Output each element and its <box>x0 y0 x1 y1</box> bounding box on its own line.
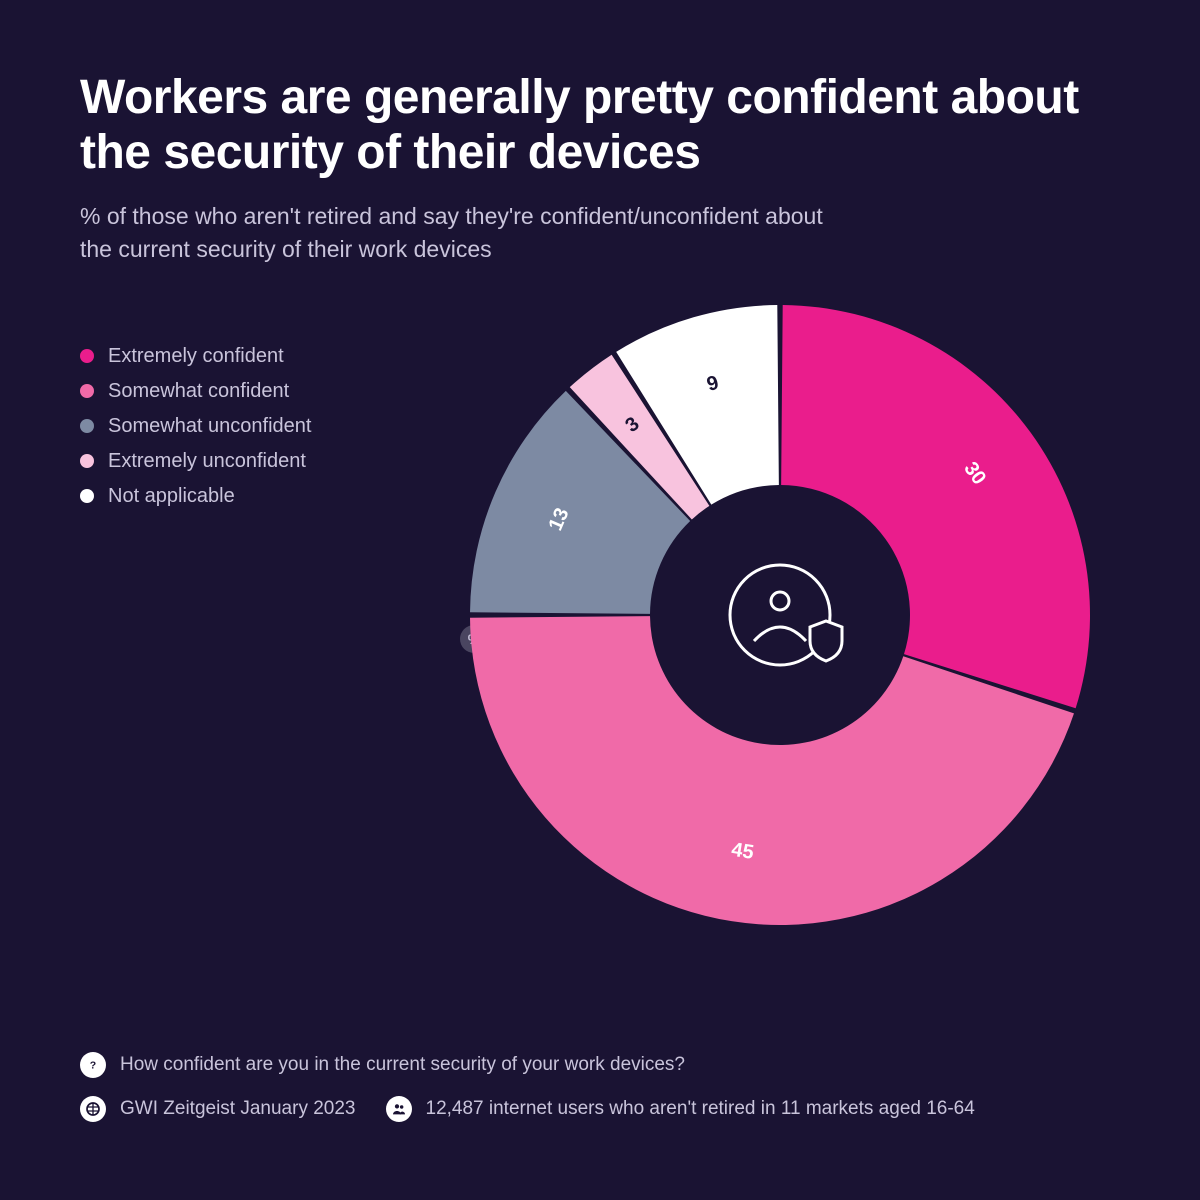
donut-chart: 30451339 <box>460 295 1100 940</box>
legend-item: Not applicable <box>80 485 311 508</box>
legend-dot <box>80 489 94 503</box>
footer-sample-text: 12,487 internet users who aren't retired… <box>426 1098 975 1120</box>
footer-source-text: GWI Zeitgeist January 2023 <box>120 1098 356 1120</box>
donut-slice <box>470 391 690 614</box>
legend-dot <box>80 419 94 433</box>
footer: ? How confident are you in the current s… <box>80 1052 1120 1140</box>
legend-item: Somewhat unconfident <box>80 415 311 438</box>
legend-label: Extremely unconfident <box>108 450 306 473</box>
legend-dot <box>80 349 94 363</box>
people-icon <box>386 1096 412 1122</box>
legend-item: Extremely confident <box>80 345 311 368</box>
source-icon <box>80 1096 106 1122</box>
footer-question: ? How confident are you in the current s… <box>80 1052 685 1078</box>
footer-question-text: How confident are you in the current sec… <box>120 1054 685 1076</box>
legend: Extremely confident Somewhat confident Som… <box>80 345 311 520</box>
legend-dot <box>80 384 94 398</box>
chart-area: Extremely confident Somewhat confident Som… <box>80 325 1120 965</box>
legend-label: Somewhat confident <box>108 380 289 403</box>
legend-item: Somewhat confident <box>80 380 311 403</box>
legend-item: Extremely unconfident <box>80 450 311 473</box>
chart-title: Workers are generally pretty confident a… <box>80 70 1120 180</box>
footer-source: GWI Zeitgeist January 2023 <box>80 1096 356 1122</box>
footer-sample: 12,487 internet users who aren't retired… <box>386 1096 975 1122</box>
svg-text:?: ? <box>90 1060 96 1072</box>
question-icon: ? <box>80 1052 106 1078</box>
legend-label: Somewhat unconfident <box>108 415 311 438</box>
legend-label: Extremely confident <box>108 345 284 368</box>
legend-dot <box>80 454 94 468</box>
person-shield-icon <box>730 565 842 665</box>
slice-value-label: 45 <box>730 838 755 863</box>
chart-subtitle: % of those who aren't retired and say th… <box>80 200 840 264</box>
legend-label: Not applicable <box>108 485 235 508</box>
